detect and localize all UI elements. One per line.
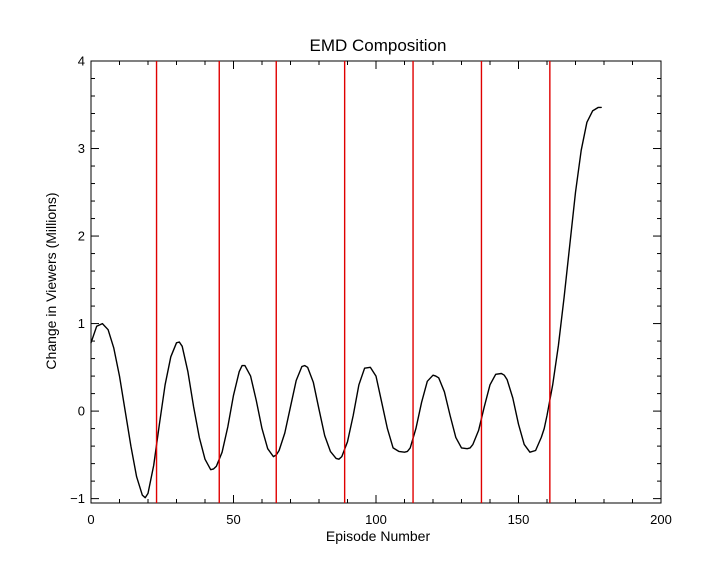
y-tick-label: 3 bbox=[78, 141, 85, 156]
x-tick-label: 150 bbox=[508, 512, 530, 527]
y-tick-label: 1 bbox=[78, 316, 85, 331]
y-tick-label: −1 bbox=[70, 491, 85, 506]
y-tick-label: 4 bbox=[78, 54, 85, 69]
series-layer bbox=[90, 106, 602, 499]
y-tick-label: 0 bbox=[78, 404, 85, 419]
x-tick-label: 100 bbox=[365, 512, 387, 527]
x-axis-label: Episode Number bbox=[326, 528, 431, 544]
series-line bbox=[90, 106, 602, 499]
y-tick-label: 2 bbox=[78, 229, 85, 244]
x-tick-label: 0 bbox=[87, 512, 94, 527]
x-tick-label: 50 bbox=[226, 512, 240, 527]
chart-title: EMD Composition bbox=[310, 36, 447, 55]
x-tick-label: 200 bbox=[650, 512, 672, 527]
plot-frame bbox=[90, 60, 662, 504]
y-axis-label: Change in Viewers (Millions) bbox=[43, 192, 59, 369]
imf-boundary-layer bbox=[155, 61, 551, 503]
